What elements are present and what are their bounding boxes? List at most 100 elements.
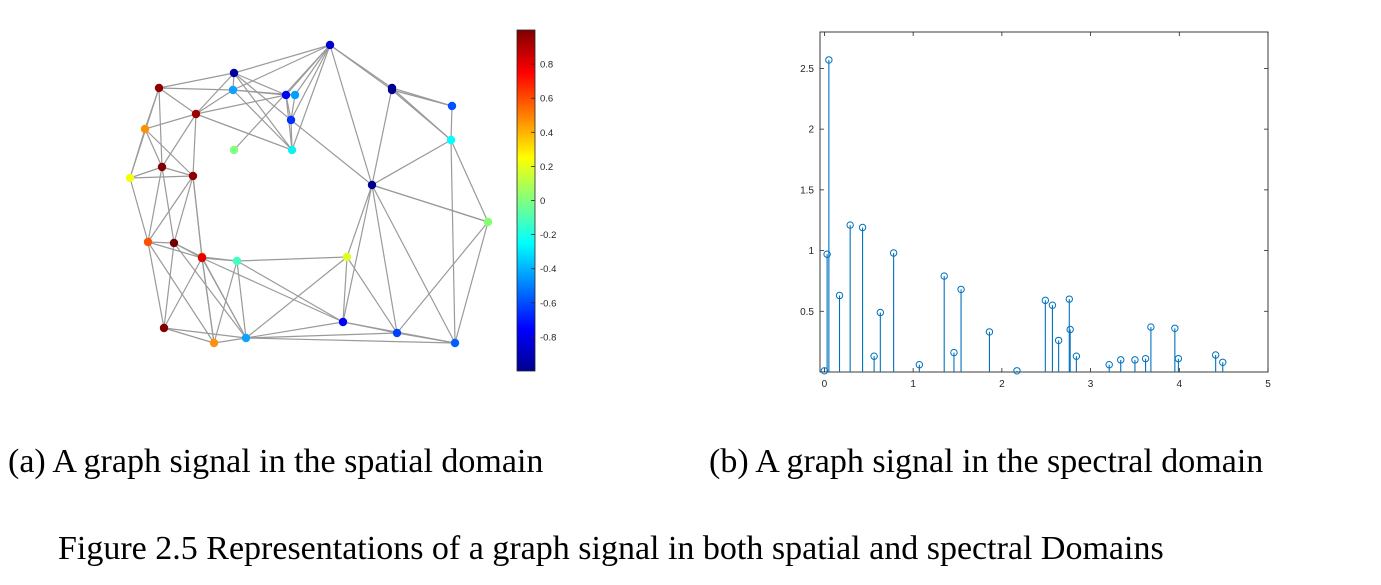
graph-node [154,83,164,93]
graph-node [287,145,297,155]
graph-edge [158,87,197,115]
graph-edge [294,44,331,96]
graph-edge [192,175,203,259]
y-tick-label: 1 [808,246,814,257]
graph-edge [129,166,163,179]
graph-edge [396,221,489,334]
graph-edge [371,139,452,186]
spectral-stem-plot: 0 1 2 3 4 5 0.5 1 1.5 2 2.5 [800,31,1271,390]
graph-edge [161,113,197,168]
graph-node [169,238,179,248]
stem-marker [1048,301,1057,309]
graph-node [209,338,219,348]
graph-edge [233,72,292,121]
graph-edge [391,89,453,107]
stem-marker [1066,325,1074,334]
graph-node [290,90,300,100]
graph-edge [233,72,293,151]
graph-edge [450,139,489,223]
graph-edge [201,257,344,323]
graph-edge [158,87,234,91]
graph-node [140,124,150,134]
graph-node [446,135,456,145]
graph-node [325,40,335,50]
graph-edge [163,242,175,329]
colorbar-tick-label: -0.8 [540,332,556,343]
stem-marker [876,308,885,317]
graph-nodes [125,40,493,348]
graph-edges [129,44,489,344]
graph-edge [396,332,456,344]
graph-edge [371,87,393,186]
x-tick-label: 5 [1265,379,1271,390]
graph-node [387,85,397,95]
graph-edge [129,177,149,243]
x-tick-label: 4 [1177,379,1183,390]
graph-node [483,217,493,227]
graph-edge [290,119,293,151]
graph-edge [342,256,348,323]
graph-edge [144,128,194,177]
colorbar-tick-label: -0.6 [540,298,556,309]
subfigure-b-caption: (b) A graph signal in the spectral domai… [709,443,1264,480]
colorbar-tick-label: -0.2 [540,230,556,241]
graph-edge [192,113,197,177]
stem-marker [950,348,958,357]
spatial-graph-plot [125,40,493,348]
graph-node [197,253,207,263]
graph-edge [158,72,235,89]
graph-edge [391,89,452,141]
graph-edge [161,166,175,244]
graph-node [229,145,239,155]
stem-marker [1041,296,1050,305]
colorbar-tick-label: 0 [540,196,545,207]
stem-marker [825,56,833,64]
stem-marker [1141,354,1150,363]
graph-edge [195,72,235,115]
graph-edge [144,113,197,130]
graph-node [188,171,198,181]
graph-node [229,68,239,78]
graph-node [447,101,457,111]
graph-node [450,338,460,348]
graph-edge [232,89,293,151]
graph-edge [371,184,456,344]
stem-plot-axes [819,31,1269,373]
graph-edge [290,119,373,186]
stem-marker [1105,361,1113,369]
figure-caption: Figure 2.5 Representations of a graph si… [58,530,1164,567]
subfigure-a-caption: (a) A graph signal in the spatial domain [8,443,544,480]
graph-node [191,109,201,119]
graph-edge [144,128,163,168]
graph-node [342,252,352,262]
y-tick-label: 0.5 [800,307,814,318]
graph-edge [147,241,175,244]
graph-edge [163,327,247,339]
stem-marker [889,249,898,257]
stem-plot-marks [820,56,1227,375]
stem-marker [1065,295,1073,303]
graph-edge [371,184,398,334]
graph-edge [245,256,348,339]
stem-marker [1054,336,1063,345]
stem-marker [1013,367,1021,375]
graph-edge [450,139,456,344]
graph-node [159,323,169,333]
stem-plot-ticks: 0 1 2 3 4 5 0.5 1 1.5 2 2.5 [800,32,1271,390]
x-tick-label: 0 [822,379,828,390]
stem-marker [940,272,948,280]
stem-marker [835,291,844,300]
graph-edge [346,256,398,334]
graph-node [125,173,135,183]
graph-edge [329,44,373,186]
stem-marker [823,250,831,258]
stem-marker [1171,324,1179,332]
graph-node [281,90,291,100]
colorbar-ticks: 0.8 0.6 0.4 0.2 0 -0.2 -0.4 -0.6 -0.8 [531,60,556,343]
y-tick-label: 2.5 [800,64,814,75]
graph-edge [245,321,344,339]
stem-marker [1219,358,1227,366]
x-tick-label: 1 [910,379,916,390]
graph-edge [290,44,331,121]
graph-edge [213,337,247,344]
